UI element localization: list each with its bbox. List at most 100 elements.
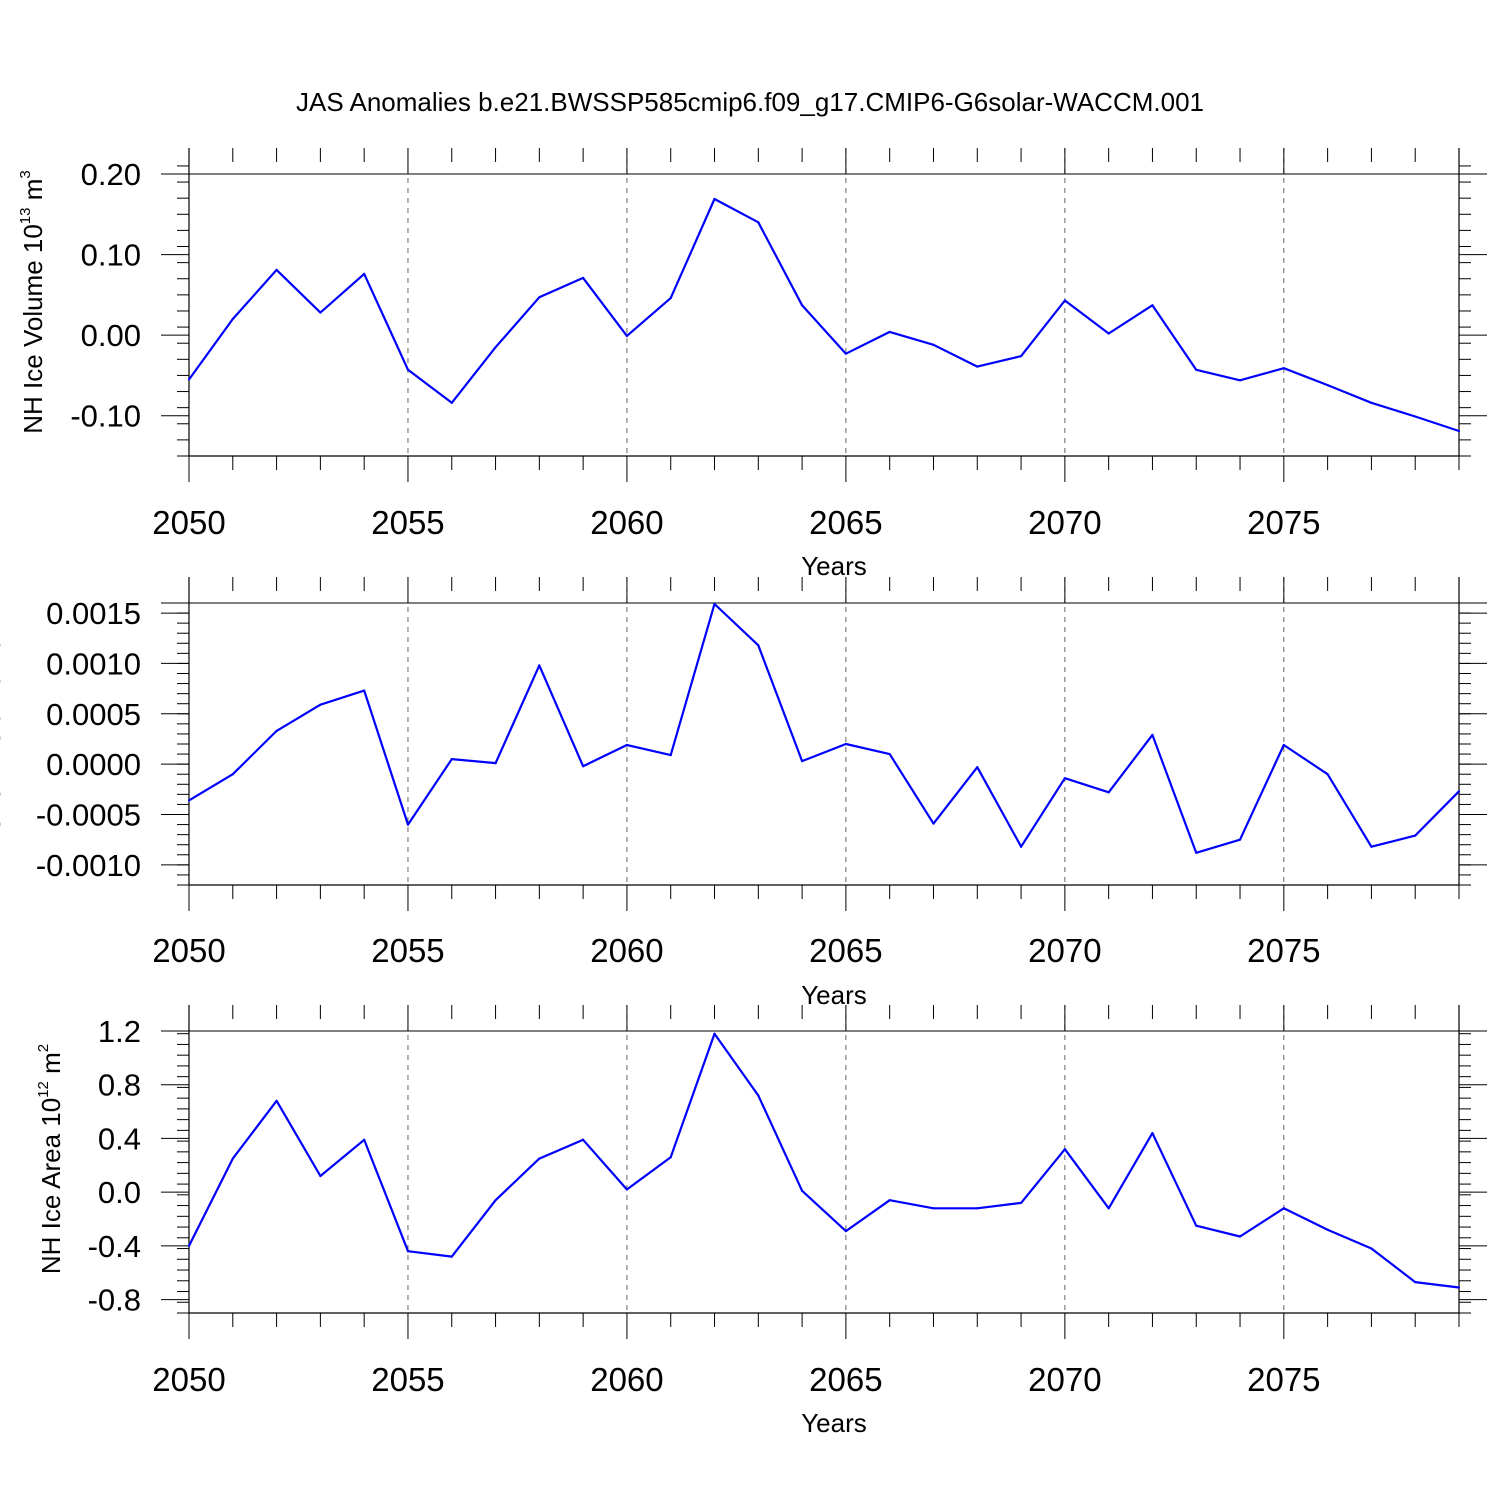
data-point [1019,1201,1023,1204]
data-point [1063,1148,1066,1151]
data-point [844,352,847,355]
data-point [406,823,410,826]
data-point [582,276,585,280]
data-point [1457,429,1461,433]
data-point [319,311,322,314]
data-point [1370,401,1373,404]
data-point [406,1250,410,1253]
data-point [1457,790,1461,793]
y-axis-title: NH Snow Volume 1013 m3 [0,584,6,878]
data-point [363,689,366,692]
x-tick-label: 2070 [1028,932,1101,969]
data-point [1019,354,1023,358]
series-line [188,197,1460,433]
panels: 0.20 0.10 0.00 -0.10 2050 2055 2060 2065 2070 207… [0,148,1487,1438]
data-point [1195,368,1198,371]
data-point [1414,415,1417,418]
data-point [932,822,935,825]
data-point [1414,1281,1417,1284]
y-tick-label: 0.10 [81,238,141,273]
x-tick-label: 2050 [152,1361,225,1398]
data-point [450,1255,453,1258]
y-tick-label: 0.0000 [46,747,141,782]
data-point [1282,743,1285,747]
x-axis-title: Years [801,980,867,1010]
chart-panel-1: 0.20 0.10 0.00 -0.10 2050 2055 2060 2065 2070 207… [17,148,1487,581]
data-point [1282,367,1285,370]
data-point [1107,791,1110,794]
x-tick-label: 2070 [1028,1361,1101,1398]
data-point [1107,1207,1110,1210]
data-point [1326,773,1329,776]
data-point [1414,834,1417,837]
data-point [494,346,497,349]
y-tick-label: 0.0010 [46,646,141,681]
y-tick-label: 0.0005 [46,697,141,732]
data-point [450,401,453,404]
data-point [275,268,278,271]
data-point [1195,851,1198,854]
data-point [801,760,804,763]
data-point [1063,299,1066,302]
y-axis-title: NH Ice Area 1012 m2 [35,1044,66,1274]
x-tick-label: 2060 [590,504,663,541]
series-line [188,1032,1460,1289]
y-tick-label: 0.20 [81,157,141,192]
data-point [1195,1224,1198,1227]
data-point [1326,383,1329,387]
data-point [187,1244,191,1247]
y-tick-label: 0.8 [98,1068,141,1103]
data-point [888,752,891,756]
x-tick-label: 2070 [1028,504,1101,541]
data-point [713,1032,716,1035]
data-point [1238,1235,1242,1238]
y-tick-label: -0.0005 [36,798,141,833]
data-point [538,664,541,667]
x-tick-label: 2050 [152,932,225,969]
y-tick-label: -0.0010 [36,848,141,883]
data-point [275,1099,278,1102]
y-tick-label: -0.8 [88,1283,141,1318]
data-point [976,766,979,769]
x-tick-label: 2055 [371,932,444,969]
data-point [669,753,672,757]
data-point [231,773,234,776]
y-tick-label: 0.00 [81,318,141,353]
x-tick-label: 2065 [809,1361,882,1398]
data-point [1370,1247,1373,1250]
data-point [538,1157,541,1160]
y-tick-label: 0.0015 [46,596,141,631]
y-tick-label: 0.0 [98,1175,141,1210]
data-point [1107,332,1110,335]
data-point [801,1189,804,1192]
data-point [932,1207,935,1210]
series-line [188,602,1460,854]
data-point [669,1156,672,1159]
data-point [1151,1131,1154,1135]
x-tick-label: 2075 [1247,1361,1320,1398]
data-point [1151,733,1154,737]
data-point [757,221,760,224]
data-point [625,743,629,747]
data-point [932,343,935,346]
x-tick-label: 2050 [152,504,225,541]
data-point [1019,845,1023,848]
x-axis-title: Years [801,1408,867,1438]
chart-panel-3: 1.2 0.8 0.4 0.0 -0.4 -0.8 2050 2055 2060 2065 2070… [35,1005,1487,1438]
data-point [888,1199,891,1202]
data-point [888,330,891,334]
data-point [187,799,191,802]
data-point [801,304,804,307]
data-point [450,758,453,761]
data-point [363,1138,366,1141]
data-point [319,1174,322,1178]
x-tick-label: 2065 [809,504,882,541]
y-tick-label: 1.2 [98,1014,141,1049]
data-point [625,334,629,338]
y-axis-title: NH Ice Volume 1013 m3 [17,170,48,433]
y-tick-label: -0.10 [70,399,141,434]
data-point [976,365,979,368]
data-point [1063,777,1066,780]
data-point [582,1138,585,1141]
